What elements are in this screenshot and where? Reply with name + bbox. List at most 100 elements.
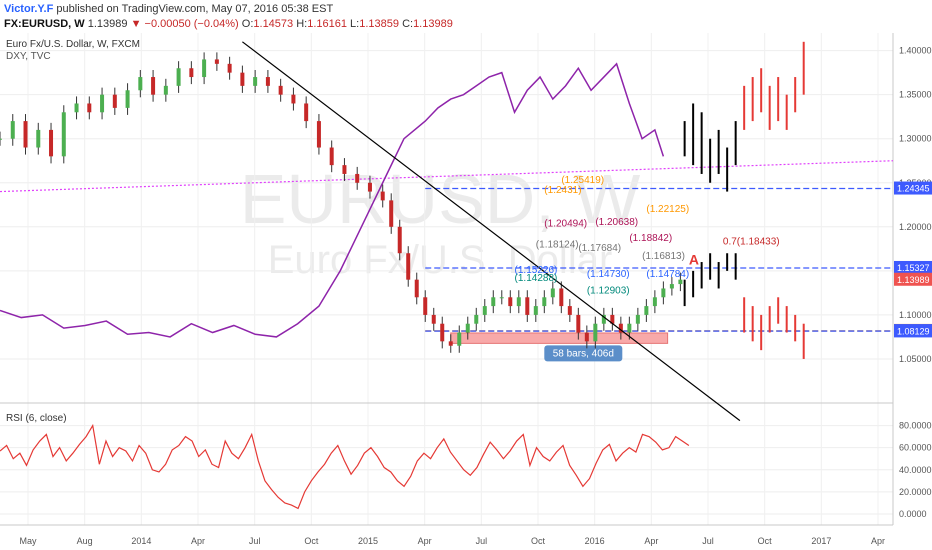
candle-body <box>610 314 615 324</box>
fib-level-label: (1.12903) <box>587 285 630 296</box>
price-tick-label: 1.35000 <box>899 90 932 100</box>
price-change: −0.00050 (−0.04%) <box>144 18 239 30</box>
fib-level-label: (1.18842) <box>629 233 672 244</box>
symbol-label[interactable]: FX:EURUSD, W <box>4 18 85 30</box>
candle-body <box>465 323 470 333</box>
level-price-tag-label: 1.24345 <box>897 184 930 194</box>
candle-body <box>669 284 674 289</box>
candle-body <box>74 103 79 113</box>
candle-body <box>397 226 402 254</box>
candle-body <box>601 314 606 324</box>
candle-body <box>678 279 683 285</box>
time-tick-label: Oct <box>531 536 546 546</box>
candle-body <box>87 103 92 113</box>
fib-level-label: (1.17684) <box>578 243 621 254</box>
candle-body <box>125 90 130 108</box>
time-tick-label: Oct <box>304 536 319 546</box>
price-tick-label: 1.30000 <box>899 134 932 144</box>
time-tick-label: Aug <box>77 536 93 546</box>
time-tick-label: 2016 <box>585 536 605 546</box>
author-link[interactable]: Victor.Y.F <box>4 3 54 15</box>
candle-body <box>474 314 479 324</box>
fib-level-label: (1.15226) <box>515 265 558 276</box>
price-tick-label: 1.05000 <box>899 354 932 364</box>
candle-body <box>367 182 372 192</box>
candle-body <box>525 297 530 315</box>
fib-level-label: (1.22125) <box>646 204 689 215</box>
time-tick-label: 2014 <box>131 536 151 546</box>
candle-body <box>202 59 207 78</box>
ohlc-open: O:1.14573 <box>241 18 294 30</box>
candle-body <box>576 314 581 333</box>
wave-label: A <box>689 251 699 267</box>
rsi-title: RSI (6, close) <box>6 413 67 424</box>
fib-level-label: (1.16813) <box>642 251 685 262</box>
bars-range-box <box>450 332 669 344</box>
rsi-tick-label: 60.0000 <box>899 443 932 453</box>
time-tick-label: Jul <box>249 536 261 546</box>
dxy-line <box>0 62 665 338</box>
rsi-tick-label: 0.0000 <box>899 509 927 519</box>
candle-body <box>652 297 657 307</box>
last-price: 1.13989 <box>87 18 128 30</box>
level-price-tag-label: 1.13989 <box>897 275 930 285</box>
candle-body <box>457 332 462 346</box>
candle-body <box>355 173 360 183</box>
time-tick-label: May <box>19 536 37 546</box>
dxy-trend-dotted-line <box>0 160 894 193</box>
candle-body <box>304 103 309 122</box>
candle-body <box>176 68 181 86</box>
candle-body <box>112 94 117 108</box>
chart-subtitle: DXY, TVC <box>6 51 51 62</box>
candle-body <box>329 147 334 166</box>
bars-range-label: 58 bars, 406d <box>553 348 614 359</box>
candle-body <box>618 323 623 333</box>
candle-body <box>644 306 649 315</box>
candle-body <box>491 297 496 307</box>
bars-range-label-bg <box>544 345 623 362</box>
candle-body <box>291 94 296 104</box>
candle-body <box>508 297 513 307</box>
candle-body <box>151 77 156 95</box>
price-tick-label: 1.40000 <box>899 46 932 56</box>
down-arrow-icon: ▼ <box>130 18 142 30</box>
candle-body <box>189 68 194 78</box>
candle-body <box>389 200 394 227</box>
candle-body <box>100 94 105 113</box>
candle-body <box>23 121 28 148</box>
time-tick-label: Apr <box>871 536 885 546</box>
candle-body <box>10 121 15 139</box>
candle-body <box>240 72 245 86</box>
level-price-tag <box>894 181 932 195</box>
level-price-tag <box>894 260 932 274</box>
publish-line: Victor.Y.F published on TradingView.com,… <box>4 3 333 15</box>
ohlc-close: C:1.13989 <box>402 18 453 30</box>
candle-body <box>163 85 168 95</box>
candle-body <box>423 297 428 315</box>
level-price-tag <box>894 324 932 338</box>
fib-level-label: (1.25419) <box>561 175 604 186</box>
candle-body <box>635 314 640 324</box>
candle-body <box>627 323 632 333</box>
candle-body <box>499 297 504 299</box>
level-price-tag <box>894 272 932 286</box>
fib-level-label: (1.14784) <box>646 269 689 280</box>
rsi-tick-label: 80.0000 <box>899 421 932 431</box>
time-tick-label: Apr <box>191 536 205 546</box>
candle-body <box>214 59 219 64</box>
candle-body <box>316 121 321 148</box>
candle-body <box>482 306 487 315</box>
ohlc-high: H:1.16161 <box>296 18 347 30</box>
ohlc-low: L:1.13859 <box>350 18 399 30</box>
watermark-symbol: EURUSD, W <box>240 160 641 238</box>
candle-body <box>49 129 54 157</box>
candle-body <box>516 297 521 307</box>
candle-body <box>253 77 258 86</box>
candle-body <box>36 129 41 148</box>
time-tick-label: 2015 <box>358 536 378 546</box>
fib-level-label: 0.7(1.18433) <box>723 237 780 248</box>
fib-level-label: (1.20638) <box>595 217 638 228</box>
chart-title: Euro Fx/U.S. Dollar, W, FXCM <box>6 39 140 50</box>
quote-line: FX:EURUSD, W 1.13989 ▼ −0.00050 (−0.04%)… <box>4 18 453 30</box>
